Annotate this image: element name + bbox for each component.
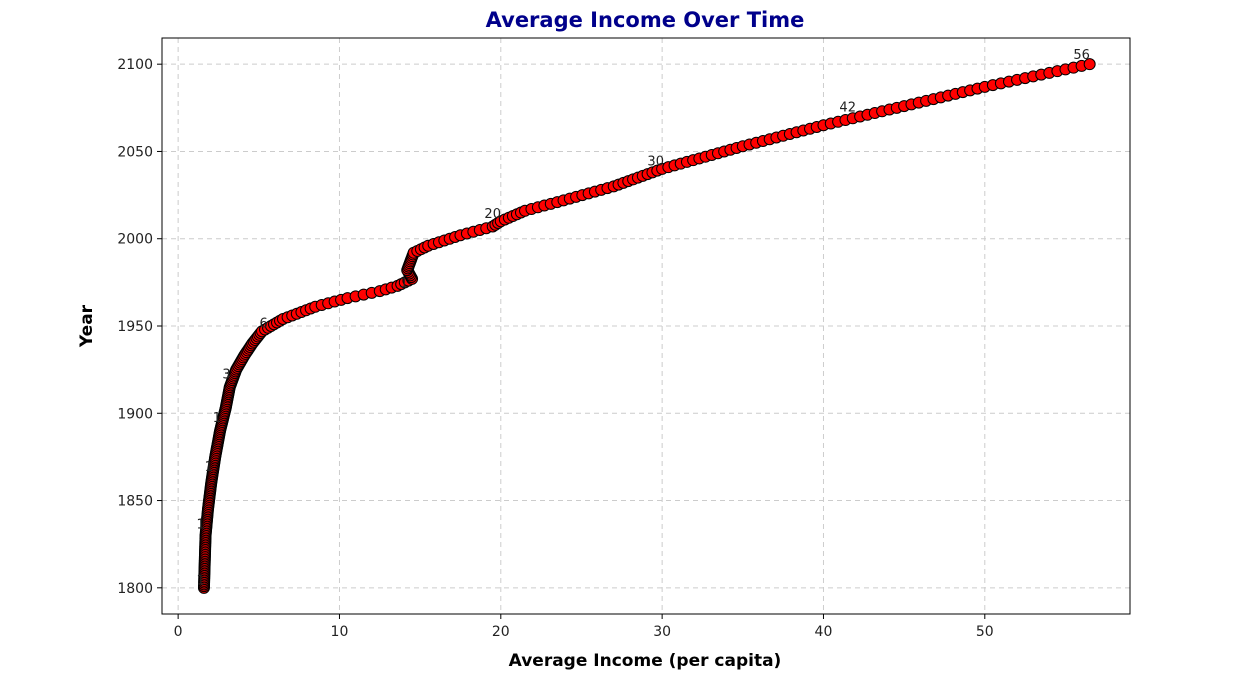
data-label: 42 <box>839 100 856 115</box>
x-tick-label: 0 <box>174 624 183 640</box>
y-tick-label: 1850 <box>117 494 153 510</box>
x-axis-label: Average Income (per capita) <box>509 651 782 671</box>
data-label: 3 <box>222 367 230 382</box>
x-tick-label: 20 <box>492 624 510 640</box>
x-tick-label: 50 <box>976 624 994 640</box>
data-label: 20 <box>484 207 501 222</box>
data-label: 1 <box>205 460 213 475</box>
data-label: 1 <box>400 277 408 292</box>
data-label: 56 <box>1073 48 1090 63</box>
data-point <box>1083 58 1096 71</box>
chart-title: Average Income Over Time <box>486 8 805 32</box>
y-tick-label: 1950 <box>117 319 153 335</box>
data-label: 1 <box>197 573 205 588</box>
x-tick-label: 40 <box>815 624 833 640</box>
data-label: 6 <box>259 317 267 332</box>
y-tick-label: 2050 <box>117 144 153 160</box>
y-tick-label: 1900 <box>117 406 153 422</box>
grid-layer <box>162 38 1130 614</box>
x-tick-label: 10 <box>331 624 349 640</box>
tick-layer: 0 10 20 30 40 50 1800 1850 1900 1950 2000 2050 2100 <box>117 57 993 640</box>
data-label: 30 <box>647 154 664 169</box>
data-label: 1 <box>213 411 221 426</box>
y-axis-label: Year <box>77 304 97 348</box>
x-tick-label: 30 <box>653 624 671 640</box>
y-tick-label: 1800 <box>117 581 153 597</box>
points-layer <box>197 58 1096 594</box>
data-label: 1 <box>197 518 205 533</box>
y-tick-label: 2000 <box>117 232 153 248</box>
annotation-layer: 1 1 1 1 3 6 1 20 30 42 56 <box>197 48 1090 588</box>
y-tick-label: 2100 <box>117 57 153 73</box>
